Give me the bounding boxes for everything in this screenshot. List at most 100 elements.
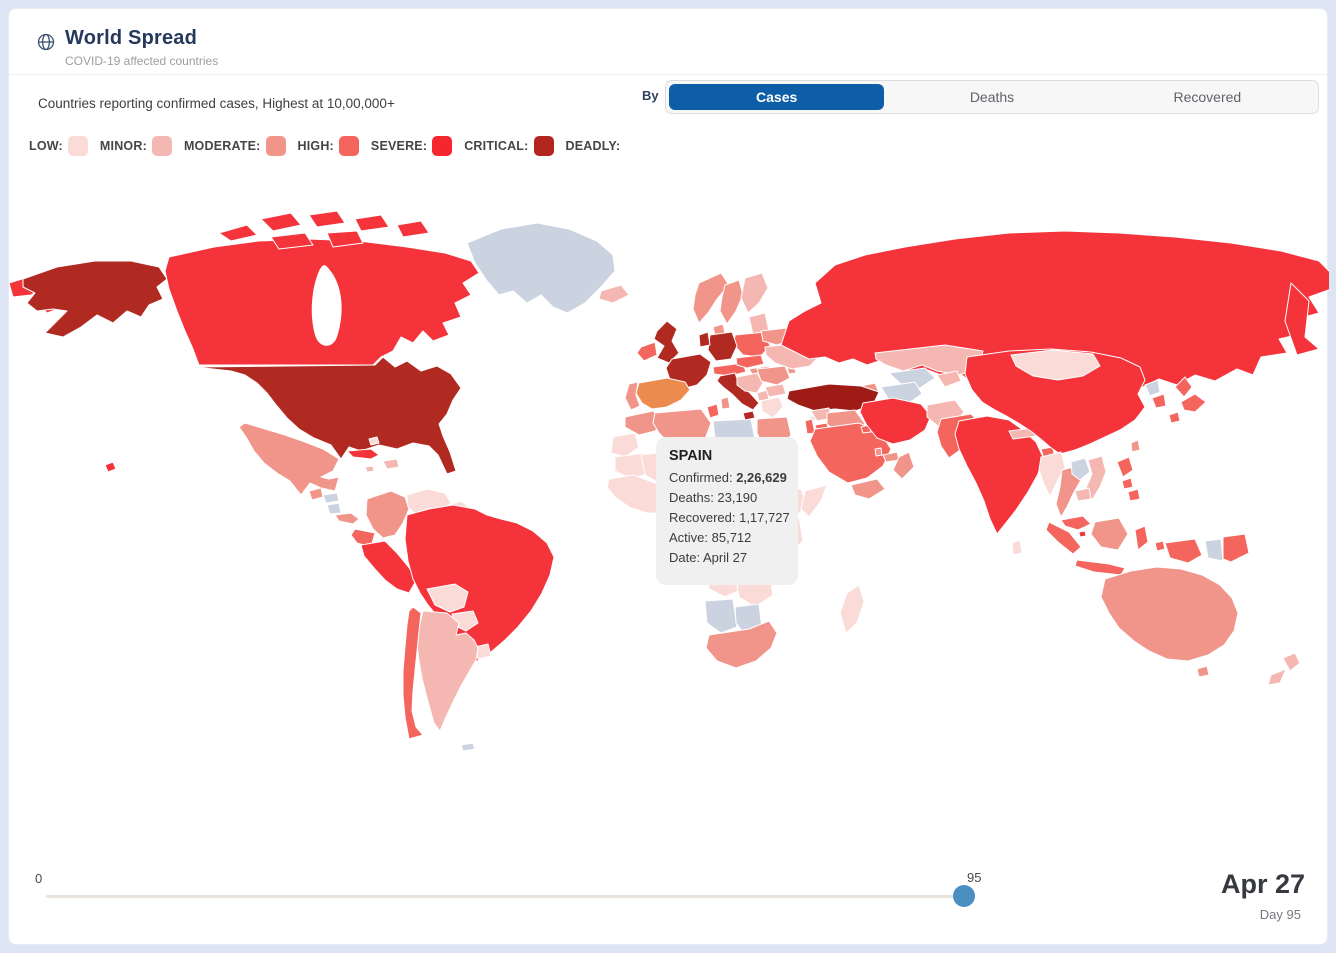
country-colombia[interactable] <box>365 490 410 539</box>
country-jamaica[interactable] <box>364 465 375 473</box>
country-greenland[interactable] <box>466 222 616 314</box>
country-south-korea[interactable] <box>1151 393 1167 409</box>
country-qatar[interactable] <box>874 447 883 457</box>
country-czech-slovakia[interactable] <box>735 354 765 369</box>
country-western-sahara[interactable] <box>610 432 640 458</box>
country-russia-kamchatka[interactable] <box>1284 282 1320 356</box>
country-iran[interactable] <box>859 397 932 445</box>
country-tunisia[interactable] <box>706 403 720 419</box>
country-south-africa[interactable] <box>705 620 778 669</box>
country-costa-rica-panama[interactable] <box>334 512 360 525</box>
country-papua-new-guinea[interactable] <box>1204 538 1224 562</box>
country-argentina[interactable] <box>416 610 479 732</box>
country-myanmar[interactable] <box>1038 451 1066 498</box>
country-laos[interactable] <box>1070 457 1091 481</box>
country-falklands[interactable] <box>460 742 476 752</box>
legend-label: CRITICAL: <box>464 139 529 153</box>
country-sicily[interactable] <box>742 410 756 421</box>
country-india[interactable] <box>954 415 1044 535</box>
country-canada-arctic[interactable] <box>326 230 364 248</box>
country-philippines[interactable] <box>1116 456 1134 478</box>
country-japan[interactable] <box>1174 376 1193 398</box>
country-singapore[interactable] <box>1078 530 1087 538</box>
country-bolivia[interactable] <box>426 583 469 613</box>
country-china[interactable] <box>964 348 1146 455</box>
country-indonesia-papua[interactable] <box>1164 538 1203 564</box>
country-portugal[interactable] <box>624 381 641 411</box>
country-spain-highlighted[interactable] <box>635 377 691 410</box>
country-japan[interactable] <box>1168 411 1181 424</box>
country-sri-lanka[interactable] <box>1011 539 1023 556</box>
country-benelux[interactable] <box>698 331 711 348</box>
country-iceland[interactable] <box>598 284 630 304</box>
country-germany[interactable] <box>707 331 738 362</box>
country-papua-new-guinea[interactable] <box>1222 533 1250 563</box>
tooltip-deaths: Deaths: 23,190 <box>669 490 758 505</box>
country-uk[interactable] <box>653 320 680 364</box>
country-oman[interactable] <box>892 451 915 480</box>
country-kyrgyzstan-tajikistan[interactable] <box>936 370 962 388</box>
country-sweden[interactable] <box>719 279 744 325</box>
country-hispaniola[interactable] <box>382 458 400 470</box>
legend-label: DEADLY: <box>565 139 621 153</box>
country-cambodia[interactable] <box>1074 487 1092 502</box>
country-sardinia[interactable] <box>720 396 731 410</box>
country-nicaragua[interactable] <box>326 502 342 515</box>
country-brazil[interactable] <box>404 504 555 667</box>
country-mexico[interactable] <box>238 422 340 496</box>
country-north-korea[interactable] <box>1144 379 1161 397</box>
country-japan[interactable] <box>1180 393 1207 413</box>
country-uzbekistan[interactable] <box>888 367 936 389</box>
country-somalia[interactable] <box>800 484 828 518</box>
country-usa[interactable] <box>194 356 462 475</box>
country-hawaii[interactable] <box>104 461 117 473</box>
tab-cases[interactable]: Cases <box>669 84 885 110</box>
country-mauritania[interactable] <box>614 452 650 480</box>
country-norway[interactable] <box>692 272 730 324</box>
country-indonesia-sulawesi[interactable] <box>1134 525 1149 551</box>
country-greece[interactable] <box>760 396 784 419</box>
country-canada-arctic[interactable] <box>218 224 258 242</box>
country-canada-arctic[interactable] <box>308 210 346 228</box>
country-canada-arctic[interactable] <box>354 214 390 232</box>
country-honduras[interactable] <box>322 492 340 504</box>
country-morocco[interactable] <box>624 410 664 436</box>
country-taiwan[interactable] <box>1130 439 1141 453</box>
country-indonesia-java[interactable] <box>1074 559 1126 576</box>
country-indonesia-moluccas[interactable] <box>1154 540 1166 552</box>
country-new-zealand[interactable] <box>1282 652 1301 672</box>
country-mongolia[interactable] <box>1010 349 1101 381</box>
day-slider-track[interactable] <box>46 895 964 898</box>
country-indonesia-sumatra[interactable] <box>1045 521 1082 555</box>
card-header: World Spread COVID-19 affected countries <box>9 9 1327 75</box>
country-chile[interactable] <box>402 606 424 740</box>
country-madagascar[interactable] <box>839 584 865 634</box>
country-borneo[interactable] <box>1090 517 1129 551</box>
country-ireland[interactable] <box>636 341 658 362</box>
country-bahamas[interactable] <box>368 436 380 446</box>
country-alaska[interactable] <box>22 260 168 338</box>
tab-recovered[interactable]: Recovered <box>1173 89 1242 105</box>
country-namibia[interactable] <box>704 598 738 634</box>
country-bulgaria[interactable] <box>764 383 787 398</box>
tooltip-confirmed: Confirmed: 2,26,629 <box>669 470 787 485</box>
country-philippines[interactable] <box>1127 488 1141 502</box>
country-australia[interactable] <box>1100 566 1239 662</box>
day-slider-thumb[interactable] <box>953 885 975 907</box>
country-romania[interactable] <box>756 365 791 386</box>
country-kazakhstan[interactable] <box>874 344 984 376</box>
country-canada-arctic[interactable] <box>270 232 314 250</box>
country-peru[interactable] <box>360 540 418 594</box>
country-new-zealand[interactable] <box>1267 668 1287 686</box>
country-tasmania[interactable] <box>1196 665 1210 678</box>
country-yemen[interactable] <box>850 478 886 500</box>
country-vietnam[interactable] <box>1085 455 1107 501</box>
country-philippines[interactable] <box>1121 477 1134 490</box>
country-cuba[interactable] <box>346 448 380 460</box>
country-malaysia[interactable] <box>1060 515 1092 531</box>
tab-deaths[interactable]: Deaths <box>969 89 1015 105</box>
country-finland[interactable] <box>740 272 769 314</box>
country-guatemala[interactable] <box>308 487 324 501</box>
country-canada-arctic[interactable] <box>396 220 430 238</box>
country-canada-arctic[interactable] <box>260 212 302 232</box>
